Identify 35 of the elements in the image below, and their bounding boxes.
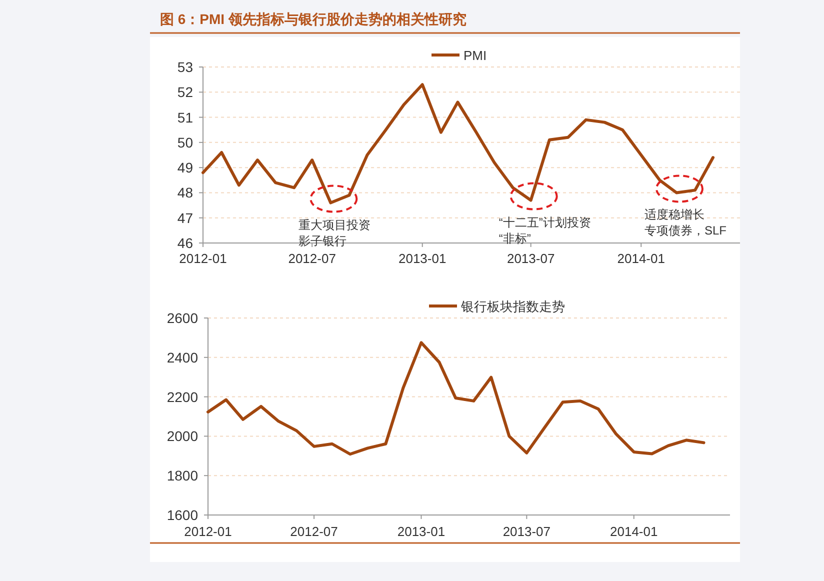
legend: PMI (432, 48, 487, 63)
y-tick-label: 1600 (166, 507, 198, 523)
annotation: “非标” (498, 231, 531, 246)
x-tick-label: 2014-01 (617, 251, 665, 266)
annotation: 适度稳增长 (644, 208, 704, 222)
annotation: 重大项目投资 (298, 218, 371, 232)
chart-title: 图 6：PMI 领先指标与银行股价走势的相关性研究 (160, 11, 466, 27)
y-tick-label: 50 (177, 134, 194, 150)
y-tick-label: 2000 (166, 428, 198, 444)
y-tick-label: 2400 (166, 349, 198, 366)
y-tick-label: 52 (177, 84, 194, 100)
legend: 银行板块指数走势 (429, 299, 565, 314)
annotation: 影子银行 (298, 234, 347, 248)
x-tick-label: 2012-01 (184, 524, 232, 539)
x-tick-label: 2012-07 (290, 524, 338, 539)
y-tick-label: 2600 (166, 310, 198, 326)
x-tick-label: 2012-01 (179, 251, 227, 266)
annotation: “十二五”计划投资 (498, 215, 591, 230)
y-tick-label: 1800 (166, 468, 198, 484)
x-tick-label: 2013-01 (397, 524, 446, 539)
y-tick-label: 47 (177, 210, 194, 226)
y-tick-label: 53 (177, 59, 194, 75)
y-tick-label: 48 (177, 184, 194, 201)
x-tick-label: 2013-01 (398, 251, 446, 266)
y-tick-label: 51 (177, 109, 194, 126)
y-tick-label: 49 (177, 160, 194, 176)
x-tick-label: 2012-07 (288, 251, 336, 266)
x-tick-label: 2014-01 (610, 524, 658, 539)
legend-label: 银行板块指数走势 (460, 299, 565, 314)
x-tick-label: 2013-07 (502, 524, 551, 539)
x-tick-label: 2013-07 (506, 251, 555, 266)
y-tick-label: 2200 (166, 388, 198, 405)
legend-label: PMI (464, 48, 487, 63)
annotation: 专项债券，SLF (644, 224, 726, 238)
y-tick-label: 46 (177, 235, 194, 251)
